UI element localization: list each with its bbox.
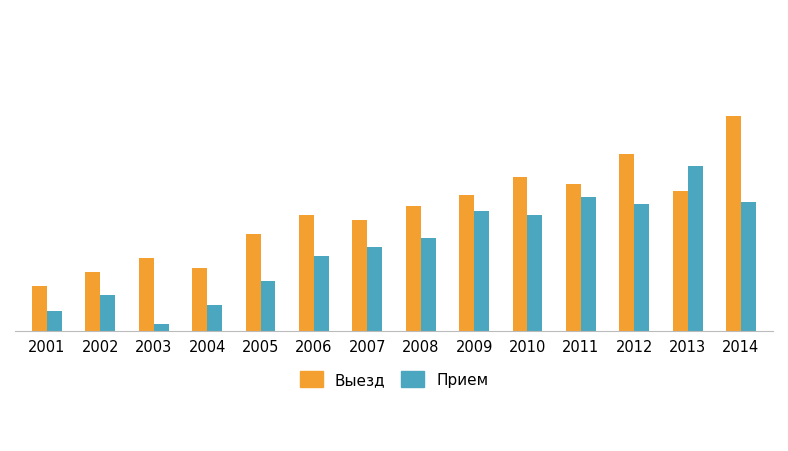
Bar [688, 166, 703, 331]
Bar [527, 216, 542, 331]
Bar [352, 221, 367, 331]
Bar [581, 198, 596, 331]
Bar [634, 205, 649, 331]
Bar [741, 202, 756, 331]
Bar [673, 191, 688, 331]
Bar [619, 155, 634, 331]
Bar [154, 324, 169, 331]
Bar [566, 184, 581, 331]
Bar [314, 257, 329, 331]
Bar [406, 207, 421, 331]
Bar [367, 248, 382, 331]
Bar [47, 311, 62, 331]
Bar [421, 239, 436, 331]
Bar [299, 216, 314, 331]
Bar [85, 272, 100, 331]
Bar [192, 268, 207, 331]
Bar [139, 259, 154, 331]
Bar [246, 234, 261, 331]
Bar [474, 212, 489, 331]
Legend: Выезд, Прием: Выезд, Прием [294, 365, 494, 393]
Bar [726, 117, 741, 331]
Bar [32, 286, 47, 331]
Bar [512, 178, 527, 331]
Bar [207, 305, 222, 331]
Bar [261, 281, 276, 331]
Bar [459, 196, 474, 331]
Bar [100, 295, 115, 331]
